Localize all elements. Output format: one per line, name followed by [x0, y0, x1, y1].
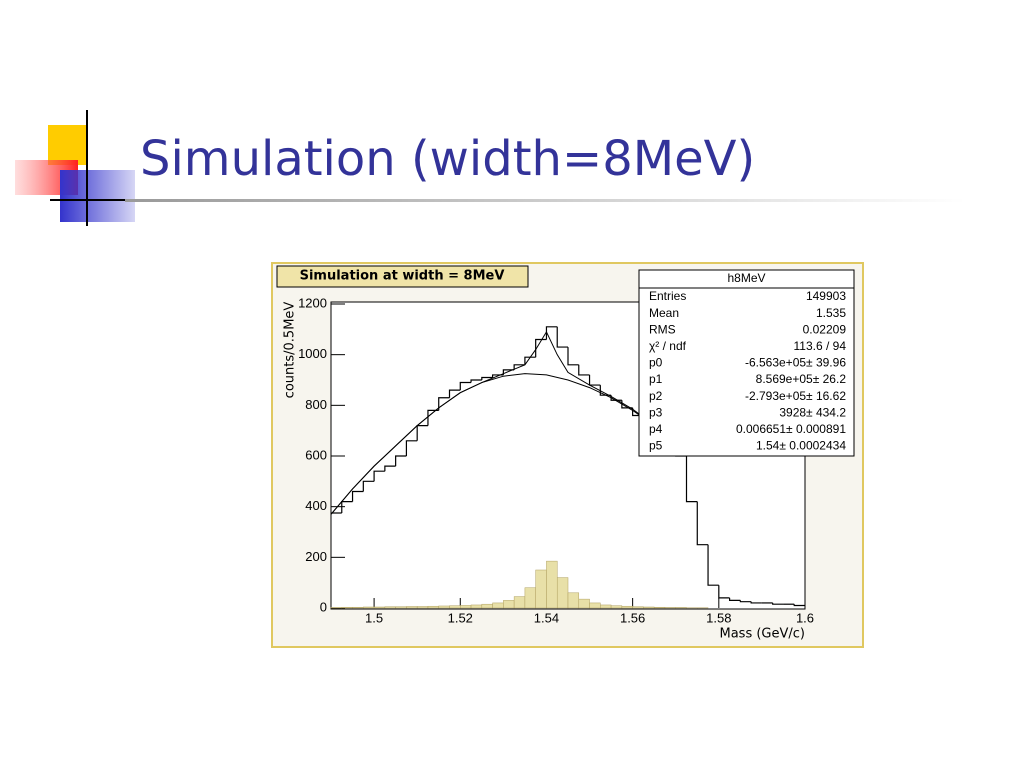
signal-bin — [579, 599, 590, 608]
stats-value: 3928± 434.2 — [779, 405, 846, 419]
signal-bin — [417, 606, 428, 608]
y-tick-label: 0 — [320, 599, 327, 614]
signal-bin — [557, 578, 568, 608]
deco-square — [48, 125, 88, 165]
signal-bin — [428, 606, 439, 608]
y-tick-label: 400 — [305, 498, 327, 513]
x-axis-label: Mass (GeV/c) — [720, 627, 806, 642]
y-tick-label: 1000 — [298, 346, 327, 361]
x-tick-label: 1.54 — [534, 610, 559, 625]
stats-value: 1.535 — [816, 306, 846, 320]
signal-bin — [396, 607, 407, 608]
stats-value: 0.006651± 0.000891 — [736, 422, 846, 436]
y-tick-label: 800 — [305, 397, 327, 412]
signal-bin — [665, 607, 676, 608]
signal-bin — [374, 607, 385, 608]
signal-bin — [643, 607, 654, 608]
signal-bin — [406, 606, 417, 608]
stats-value: -2.793e+05± 16.62 — [745, 389, 846, 403]
x-tick-label: 1.5 — [365, 610, 383, 625]
signal-bin — [590, 603, 601, 608]
signal-bin — [654, 607, 665, 608]
stats-label: χ² / ndf — [649, 339, 687, 353]
y-tick-label: 600 — [305, 447, 327, 462]
stats-label: p4 — [649, 422, 663, 436]
chart-title: Simulation at width = 8MeV — [300, 269, 505, 284]
stats-value: 8.569e+05± 26.2 — [756, 372, 847, 386]
stats-label: Entries — [649, 289, 686, 303]
stats-label: RMS — [649, 322, 676, 336]
stats-label: p2 — [649, 389, 663, 403]
stats-label: Mean — [649, 306, 679, 320]
signal-bin — [363, 607, 374, 608]
stats-value: 113.6 / 94 — [794, 339, 847, 353]
x-tick-label: 1.52 — [448, 610, 473, 625]
stats-value: -6.563e+05± 39.96 — [745, 356, 846, 370]
signal-bin — [622, 606, 633, 608]
x-tick-label: 1.56 — [620, 610, 645, 625]
signal-bin — [331, 607, 342, 608]
signal-bin — [482, 604, 493, 608]
x-tick-label: 1.6 — [796, 610, 814, 625]
signal-bin — [385, 607, 396, 608]
stats-value: 0.02209 — [803, 322, 847, 336]
y-tick-label: 1200 — [298, 295, 327, 310]
stats-label: p5 — [649, 439, 663, 453]
slide-title: Simulation (width=8MeV) — [140, 131, 755, 187]
x-tick-label: 1.58 — [706, 610, 731, 625]
signal-bin — [536, 570, 547, 608]
stats-box: h8MeV Entries 149903 Mean 1.535 RMS 0.02209 χ² … — [639, 270, 854, 456]
y-axis-label: counts/0.5MeV — [283, 302, 298, 399]
signal-bin — [600, 605, 611, 608]
signal-bin — [450, 606, 461, 608]
signal-bin — [353, 607, 364, 608]
signal-bin — [568, 593, 579, 608]
stats-value: 1.54± 0.0002434 — [756, 439, 846, 453]
signal-bin — [546, 561, 557, 608]
signal-bin — [503, 600, 514, 608]
signal-bin — [342, 607, 353, 608]
stats-label: p3 — [649, 405, 663, 419]
signal-bin — [525, 588, 536, 608]
signal-bin — [611, 606, 622, 608]
signal-bin — [460, 605, 471, 608]
signal-bin — [514, 597, 525, 608]
signal-bin — [493, 603, 504, 608]
stats-label: p1 — [649, 372, 663, 386]
stats-title: h8MeV — [727, 271, 765, 285]
signal-bin — [439, 606, 450, 608]
stats-label: p0 — [649, 356, 663, 370]
y-tick-label: 200 — [305, 549, 327, 564]
stats-value: 149903 — [806, 289, 846, 303]
deco-square — [60, 170, 135, 222]
title-rule — [125, 199, 965, 202]
signal-bin — [633, 607, 644, 608]
signal-bin — [676, 607, 687, 608]
signal-bin — [471, 605, 482, 608]
